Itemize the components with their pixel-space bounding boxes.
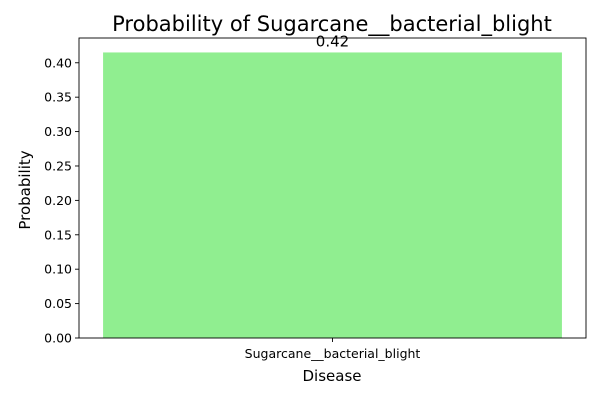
y-tick-label: 0.30 (44, 124, 72, 139)
y-tick-label: 0.10 (44, 262, 72, 277)
y-tick-label: 0.00 (44, 331, 72, 346)
chart-title: Probability of Sugarcane__bacterial_blig… (112, 12, 552, 37)
axes-frame (78, 37, 587, 339)
y-tick-label: 0.15 (44, 227, 72, 242)
x-tick-label: Sugarcane__bacterial_blight (245, 346, 421, 361)
y-tick-label: 0.40 (44, 55, 72, 70)
y-tick-label: 0.20 (44, 193, 72, 208)
y-axis-label: Probability (16, 150, 34, 229)
y-tick-label: 0.25 (44, 158, 72, 173)
data-label: 0.42 (316, 32, 349, 50)
x-axis-label: Disease (303, 367, 362, 385)
y-tick-label: 0.35 (44, 90, 72, 105)
y-tick-label: 0.05 (44, 296, 72, 311)
plot-area: 0.42 Sugarcane__bacterial_blight 0.00 0.05 0… (44, 32, 587, 361)
bar (103, 52, 562, 338)
